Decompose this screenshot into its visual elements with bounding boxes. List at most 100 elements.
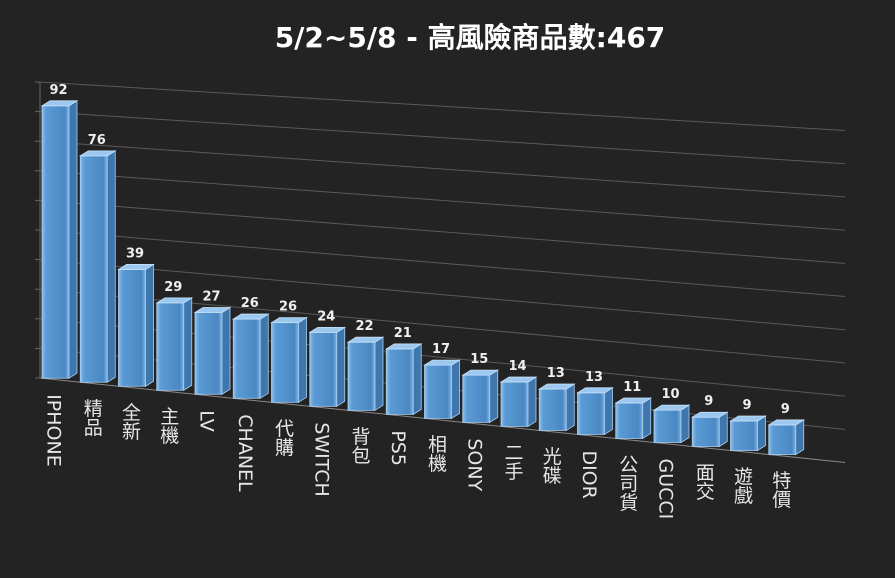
bar-group: 29 主機	[155, 280, 194, 444]
x-tick-label: 全新	[119, 402, 141, 440]
bar	[730, 420, 758, 451]
bar-group: 26 CHANEL	[231, 296, 270, 492]
bar	[424, 364, 452, 419]
bar-group: 9 遊戲	[729, 398, 767, 505]
bar-side	[374, 336, 384, 412]
chart-title: 5/2~5/8 - 高風險商品數:467	[275, 21, 666, 54]
value-label: 24	[317, 309, 335, 324]
bar-side	[604, 387, 613, 436]
bar-group: 92 IPHONE	[40, 83, 79, 467]
bar	[156, 302, 185, 391]
bar-top	[193, 307, 232, 313]
bar	[232, 318, 261, 399]
bar	[194, 312, 223, 395]
value-label: 9	[704, 394, 713, 409]
x-tick-label: PS5	[387, 430, 409, 466]
bar	[271, 322, 299, 403]
bar-side	[298, 316, 307, 404]
bar-side	[757, 415, 766, 452]
bar-top	[308, 326, 347, 333]
bar-side	[336, 326, 346, 408]
bar	[653, 409, 682, 443]
bar-top	[576, 387, 614, 394]
x-tick-label: 面交	[693, 462, 715, 500]
bar-top	[499, 376, 538, 383]
x-tick-label: DIOR	[578, 450, 600, 498]
value-label: 22	[355, 319, 373, 334]
bar-group: 39 全新	[117, 246, 155, 440]
value-label: 21	[394, 326, 412, 341]
bar-top	[423, 359, 461, 366]
x-tick-label: 二手	[502, 442, 524, 480]
bar-top	[40, 100, 79, 107]
x-tick-label: 遊戲	[731, 466, 753, 504]
x-tick-label: CHANEL	[234, 414, 256, 492]
bar-group: 26 代購	[270, 300, 308, 457]
grid-line	[39, 81, 846, 132]
bar	[309, 331, 338, 407]
bar-group: 14 二手	[499, 359, 538, 480]
bar	[538, 388, 567, 431]
bar-group: 27 LV	[193, 289, 232, 432]
bar-group: 13 DIOR	[576, 370, 614, 499]
bar-group: 15 SONY	[461, 352, 500, 492]
grid-line	[39, 170, 846, 231]
bar	[768, 424, 797, 455]
value-label: 9	[781, 402, 790, 417]
bar-side	[106, 150, 116, 383]
bar-side	[221, 306, 231, 395]
bar-group: 10 GUCCI	[652, 387, 691, 519]
bar	[347, 341, 376, 411]
bar-top	[729, 415, 767, 422]
value-label: 29	[164, 280, 182, 295]
grid-line	[39, 229, 846, 298]
x-tick-label: GUCCI	[655, 458, 677, 519]
x-tick-label: SWITCH	[310, 422, 332, 497]
bar-group: 13 光碟	[537, 366, 576, 484]
bar-group: 76 精品	[78, 133, 117, 436]
bar-side	[183, 297, 193, 391]
bar-group: 17 相機	[423, 342, 461, 472]
x-tick-label: 主機	[157, 406, 179, 444]
bar-side	[527, 376, 537, 428]
grid-line	[39, 140, 846, 198]
x-tick-label: LV	[196, 410, 218, 432]
x-tick-label: 代購	[272, 418, 294, 457]
bar	[79, 155, 108, 383]
grid-line	[39, 199, 846, 264]
x-tick-label: 特價	[769, 470, 791, 508]
bar-side	[489, 369, 499, 424]
bar-top	[117, 264, 155, 270]
x-tick-label: 光碟	[540, 446, 562, 484]
grid-line	[39, 377, 846, 464]
bar-top	[690, 411, 729, 418]
bar	[41, 105, 70, 379]
x-tick-label: SONY	[463, 438, 485, 491]
value-label: 26	[279, 300, 297, 315]
x-tick-label: 精品	[81, 398, 103, 436]
bar-side	[412, 343, 422, 416]
bar-group: 11 公司貨	[614, 380, 653, 511]
bar-top	[767, 419, 806, 426]
bar-side	[795, 419, 805, 456]
bar-side	[259, 313, 269, 400]
value-label: 11	[623, 380, 641, 395]
value-label: 17	[432, 342, 450, 357]
bar	[615, 402, 644, 439]
bar-group: 21 PS5	[384, 326, 423, 466]
value-label: 13	[547, 366, 565, 381]
bar-side	[451, 359, 460, 420]
value-label: 15	[470, 352, 488, 367]
grid-line	[39, 259, 846, 331]
x-tick-label: 公司貨	[616, 454, 638, 511]
bar-side	[68, 100, 78, 379]
bar-top	[270, 317, 308, 324]
value-label: 13	[585, 370, 603, 385]
value-label: 10	[661, 387, 679, 402]
value-label: 27	[202, 289, 220, 304]
bar-side	[145, 263, 154, 387]
bar	[118, 269, 146, 387]
x-tick-label: 背包	[349, 426, 371, 464]
